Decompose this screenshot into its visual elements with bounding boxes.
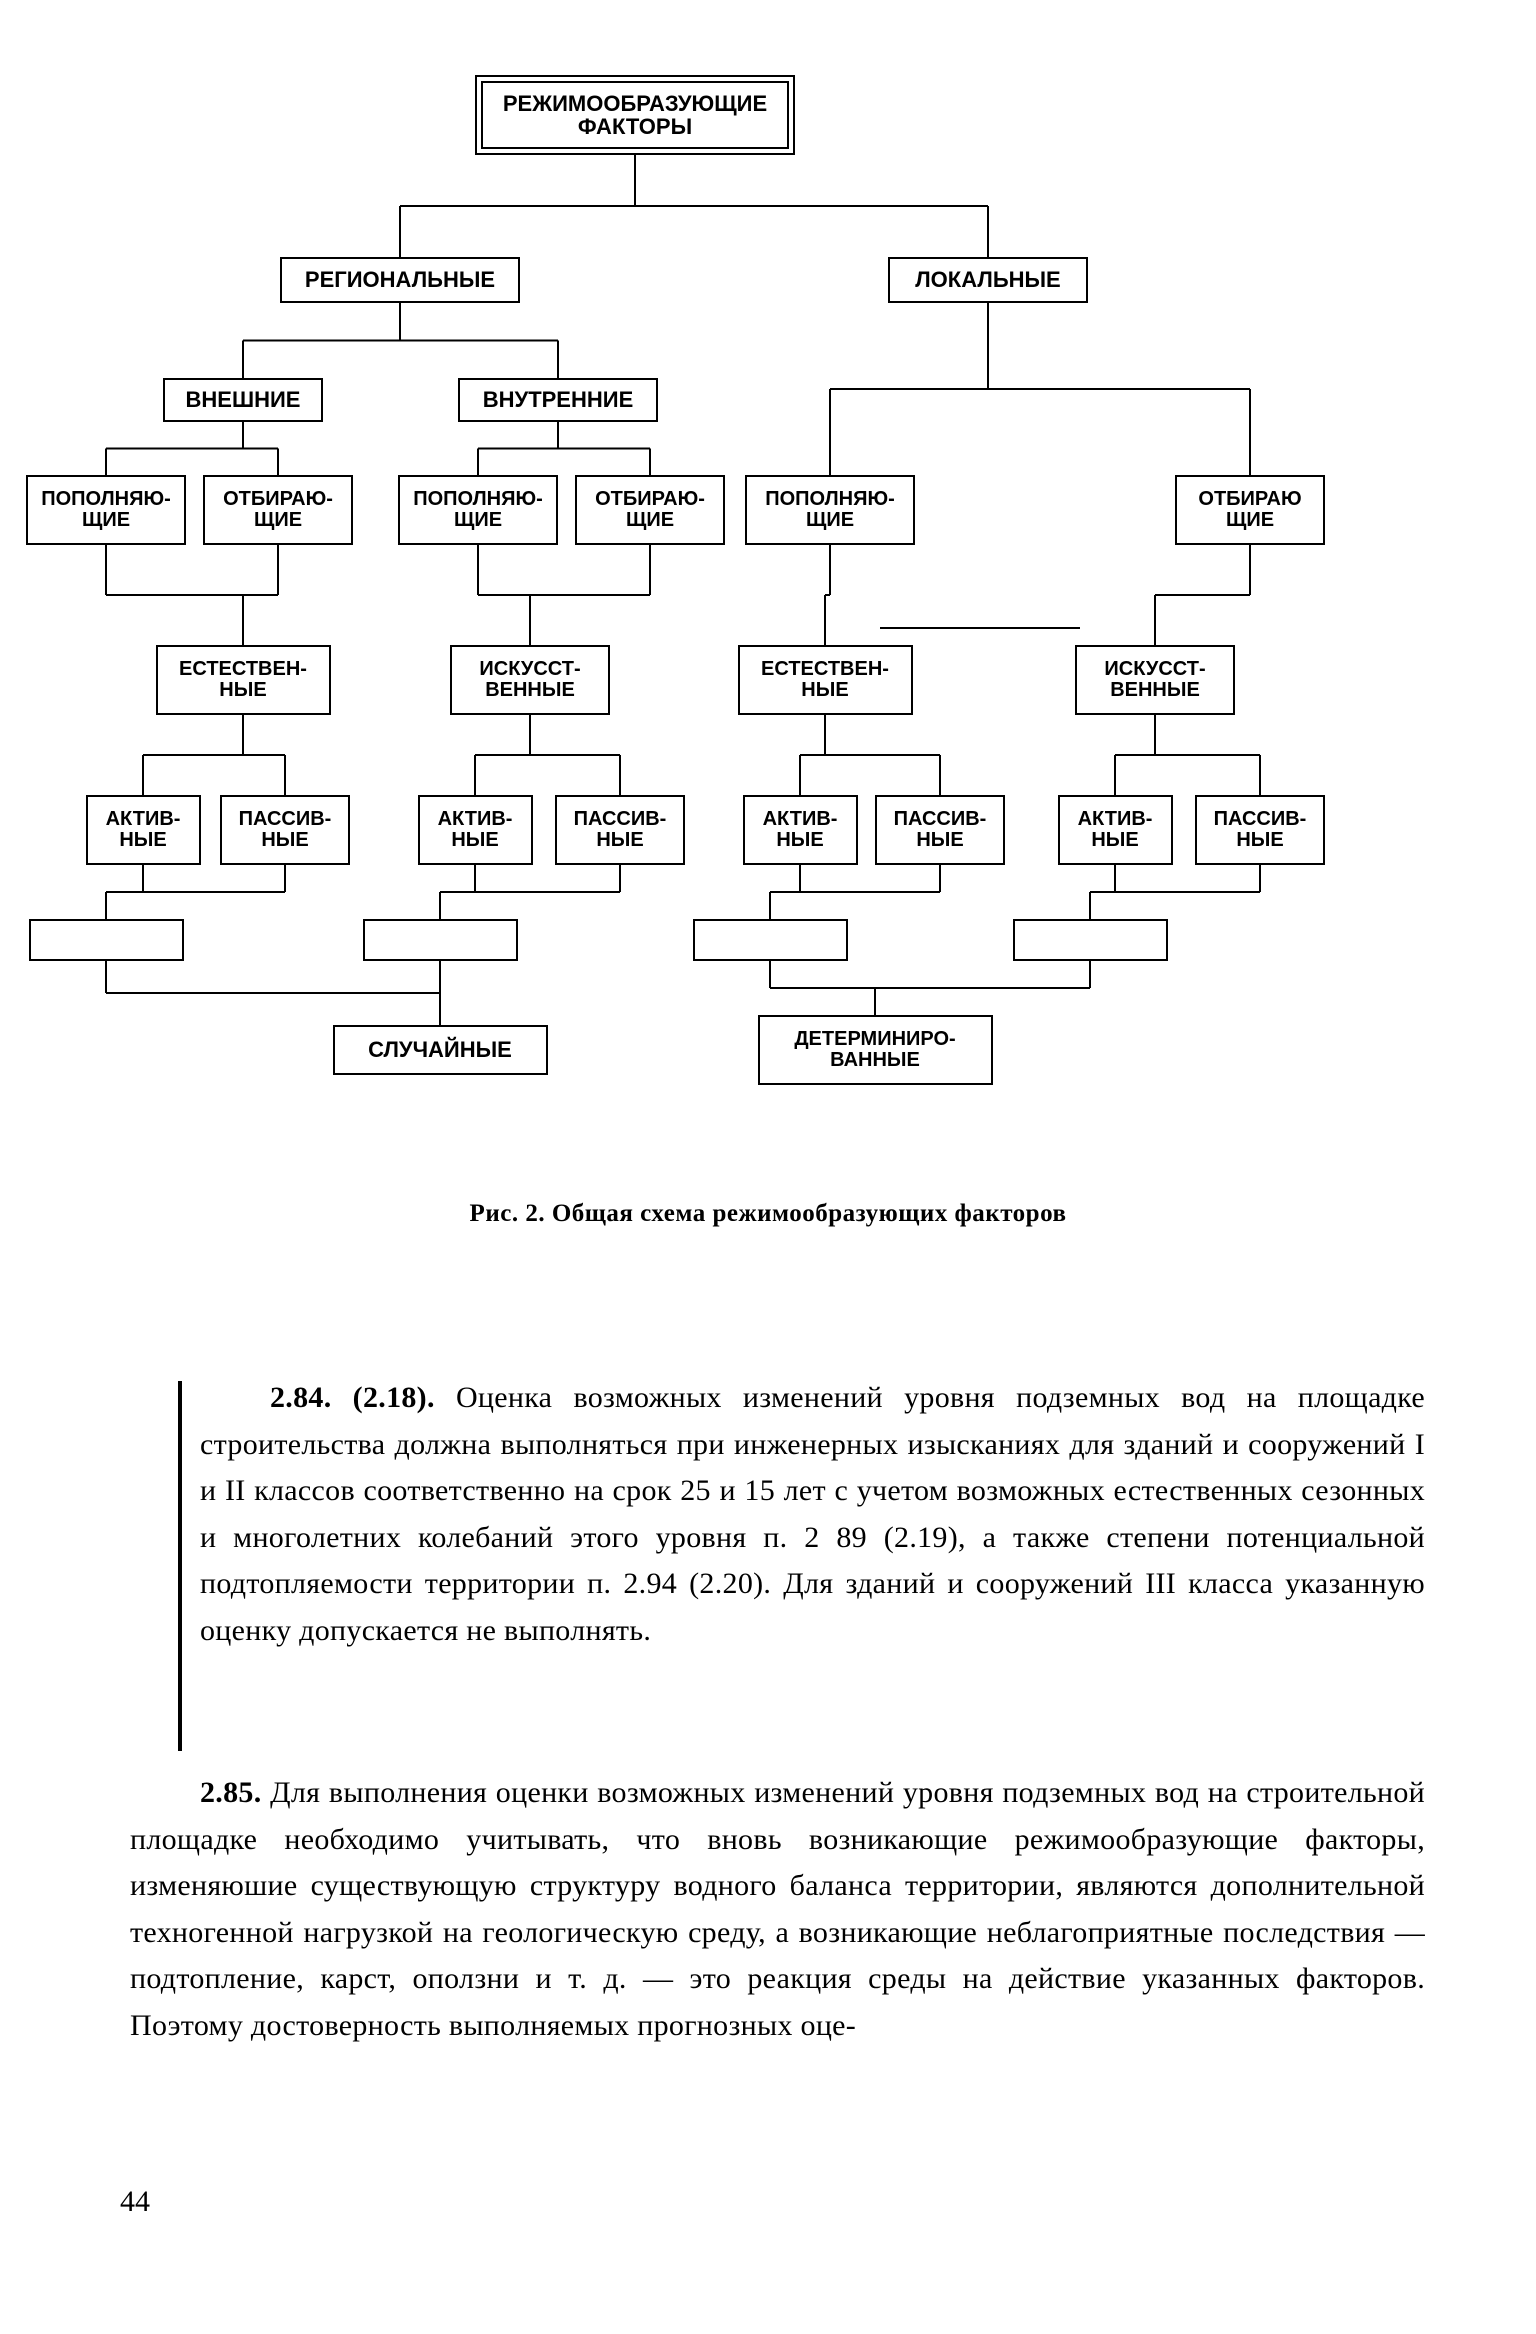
node-a2: АКТИВ-НЫЕ bbox=[418, 795, 533, 865]
node-o1: ОТБИРАЮ-ЩИЕ bbox=[203, 475, 353, 545]
figure-caption: Рис. 2. Общая схема режимообразующих фак… bbox=[0, 1200, 1536, 1228]
node-rnd: СЛУЧАЙНЫЕ bbox=[333, 1025, 548, 1075]
node-nat1: ЕСТЕСТВЕН-НЫЕ bbox=[156, 645, 331, 715]
node-det: ДЕТЕРМИНИРО-ВАННЫЕ bbox=[758, 1015, 993, 1085]
node-ps4: ПАССИВ-НЫЕ bbox=[1195, 795, 1325, 865]
node-e1 bbox=[29, 919, 184, 961]
node-a1: АКТИВ-НЫЕ bbox=[86, 795, 201, 865]
node-nat2: ЕСТЕСТВЕН-НЫЕ bbox=[738, 645, 913, 715]
node-a4: АКТИВ-НЫЕ bbox=[1058, 795, 1173, 865]
node-ps3: ПАССИВ-НЫЕ bbox=[875, 795, 1005, 865]
node-ps1: ПАССИВ-НЫЕ bbox=[220, 795, 350, 865]
para-lead: 2.84. (2.18). bbox=[270, 1381, 435, 1414]
node-p3: ПОПОЛНЯЮ-ЩИЕ bbox=[745, 475, 915, 545]
node-art2: ИСКУССТ-ВЕННЫЕ bbox=[1075, 645, 1235, 715]
para-lead: 2.85. bbox=[200, 1776, 262, 1809]
node-o2: ОТБИРАЮ-ЩИЕ bbox=[575, 475, 725, 545]
node-e3 bbox=[693, 919, 848, 961]
node-ps2: ПАССИВ-НЫЕ bbox=[555, 795, 685, 865]
margin-bar bbox=[178, 1381, 182, 1751]
para-body: Для выполнения оценки возможных изменени… bbox=[130, 1776, 1425, 2042]
paragraph-284: 2.84. (2.18). Оценка возможных изменений… bbox=[200, 1375, 1425, 1654]
node-art1: ИСКУССТ-ВЕННЫЕ bbox=[450, 645, 610, 715]
page-number: 44 bbox=[120, 2185, 150, 2219]
node-loc: ЛОКАЛЬНЫЕ bbox=[888, 257, 1088, 303]
paragraph-285: 2.85. Для выполнения оценки возможных из… bbox=[130, 1770, 1425, 2049]
node-e2 bbox=[363, 919, 518, 961]
node-p2: ПОПОЛНЯЮ-ЩИЕ bbox=[398, 475, 558, 545]
node-e4 bbox=[1013, 919, 1168, 961]
node-root: РЕЖИМООБРАЗУЮЩИЕФАКТОРЫ bbox=[475, 75, 795, 155]
node-a3: АКТИВ-НЫЕ bbox=[743, 795, 858, 865]
node-ext: ВНЕШНИЕ bbox=[163, 378, 323, 422]
node-o3: ОТБИРАЮЩИЕ bbox=[1175, 475, 1325, 545]
node-p1: ПОПОЛНЯЮ-ЩИЕ bbox=[26, 475, 186, 545]
node-int: ВНУТРЕННИЕ bbox=[458, 378, 658, 422]
node-reg: РЕГИОНАЛЬНЫЕ bbox=[280, 257, 520, 303]
para-body: Оценка возможных изменений уровня подзем… bbox=[200, 1381, 1425, 1647]
